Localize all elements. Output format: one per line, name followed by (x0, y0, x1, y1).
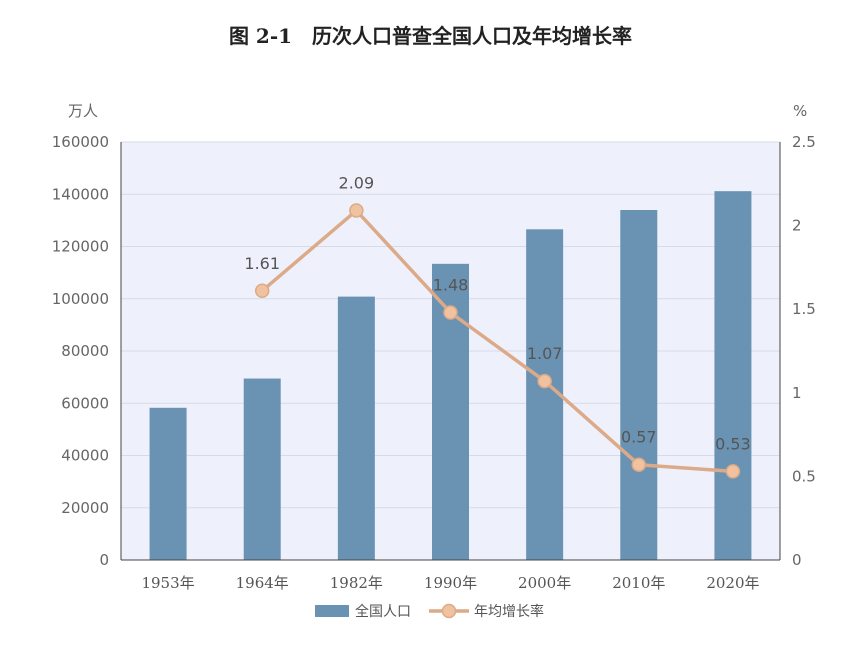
y-right-tick-label: 2.5 (792, 133, 816, 151)
growth-rate-point (537, 373, 552, 389)
x-tick-label: 2020年 (706, 574, 759, 592)
x-tick-label: 1982年 (330, 574, 383, 592)
growth-rate-point (349, 203, 364, 218)
bar-2020年 (714, 191, 752, 560)
growth-rate-data-label: 1.48 (433, 276, 469, 295)
bar-1953年 (149, 407, 187, 560)
x-tick-label: 1964年 (236, 574, 289, 592)
bar-2010年 (620, 209, 658, 560)
legend-label-growth: 年均增长率 (474, 603, 544, 620)
chart-title: 图 2-1 历次人口普查全国人口及年均增长率 (228, 24, 633, 48)
y-right-tick-label: 0 (792, 551, 802, 569)
y-left-tick-label: 140000 (52, 185, 109, 203)
x-tick-label: 2000年 (518, 574, 571, 592)
bar-1982年 (337, 296, 375, 560)
x-tick-label: 1990年 (424, 574, 477, 592)
growth-rate-point (631, 457, 647, 472)
legend-swatch-marker (441, 603, 457, 619)
growth-rate-point (254, 283, 270, 299)
y-right-tick-label: 0.5 (792, 467, 816, 485)
growth-rate-data-label: 0.57 (621, 428, 657, 447)
legend-swatch-bar (315, 605, 349, 617)
y-left-unit: 万人 (68, 102, 98, 120)
growth-rate-line (261, 208, 734, 474)
y-left-tick-label: 20000 (61, 499, 109, 517)
bar-1964年 (243, 378, 281, 560)
y-right-tick-label: 2 (792, 217, 802, 235)
legend-label-population: 全国人口 (355, 603, 411, 620)
y-left-tick-label: 100000 (52, 290, 109, 308)
growth-rate-data-label: 2.09 (339, 174, 375, 193)
y-left-tick-label: 120000 (52, 238, 109, 256)
bar-2000年 (526, 229, 564, 560)
growth-rate-data-label: 0.53 (715, 434, 751, 453)
y-left-tick-label: 80000 (61, 342, 109, 360)
y-right-tick-label: 1 (792, 384, 802, 402)
x-tick-label: 1953年 (141, 574, 194, 592)
y-right-tick-label: 1.5 (792, 300, 816, 318)
y-left-tick-label: 60000 (61, 394, 109, 412)
growth-rate-point (725, 464, 741, 479)
growth-rate-point (443, 305, 458, 320)
growth-rate-data-label: 1.07 (527, 344, 563, 363)
y-left-tick-label: 160000 (52, 133, 109, 151)
y-left-tick-label: 0 (99, 551, 109, 569)
y-right-unit: % (793, 102, 807, 120)
y-left-tick-label: 40000 (61, 447, 109, 465)
growth-rate-data-label: 1.61 (244, 254, 280, 273)
x-tick-label: 2010年 (612, 574, 665, 592)
